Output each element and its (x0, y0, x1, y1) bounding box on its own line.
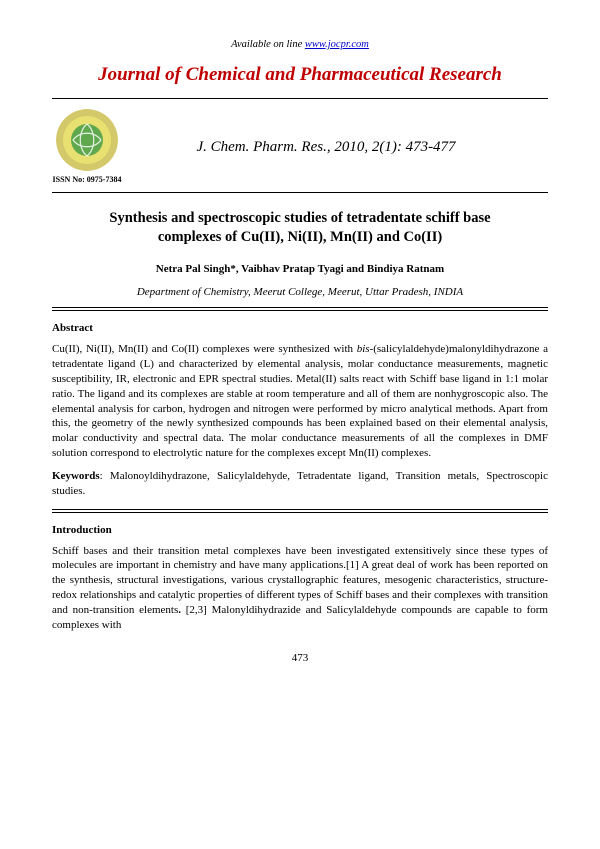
keywords-text: : Malonoyldihydrazone, Salicylaldehyde, … (52, 470, 548, 497)
journal-logo-icon (56, 109, 118, 171)
abstract-body: Cu(II), Ni(II), Mn(II) and Co(II) comple… (52, 342, 548, 461)
header-block: ISSN No: 0975-7384 J. Chem. Pharm. Res.,… (52, 109, 548, 186)
journal-url-link[interactable]: www.jocpr.com (305, 39, 369, 50)
journal-title: Journal of Chemical and Pharmaceutical R… (52, 62, 548, 88)
citation-line: J. Chem. Pharm. Res., 2010, 2(1): 473-47… (144, 137, 548, 157)
double-rule-1 (52, 307, 548, 311)
abstract-heading: Abstract (52, 321, 548, 336)
affiliation-line: Department of Chemistry, Meerut College,… (52, 285, 548, 300)
issn-label: ISSN No: 0975-7384 (53, 175, 122, 186)
article-title: Synthesis and spectroscopic studies of t… (82, 209, 518, 248)
keywords-line: Keywords: Malonoyldihydrazone, Salicylal… (52, 469, 548, 499)
page-number: 473 (52, 651, 548, 666)
intro-body: Schiff bases and their transition metal … (52, 544, 548, 633)
double-rule-2 (52, 509, 548, 513)
availability-line: Available on line www.jocpr.com (52, 38, 548, 52)
rule-top (52, 98, 548, 99)
abstract-italic: bis- (357, 343, 374, 355)
keywords-label: Keywords (52, 470, 100, 482)
logo-column: ISSN No: 0975-7384 (52, 109, 122, 186)
abstract-pre: Cu(II), Ni(II), Mn(II) and Co(II) comple… (52, 343, 357, 355)
rule-below-header (52, 192, 548, 193)
intro-heading: Introduction (52, 523, 548, 538)
authors-line: Netra Pal Singh*, Vaibhav Pratap Tyagi a… (52, 262, 548, 277)
abstract-post: (salicylaldehyde)malonyldihydrazone a te… (52, 343, 548, 459)
availability-prefix: Available on line (231, 39, 305, 50)
